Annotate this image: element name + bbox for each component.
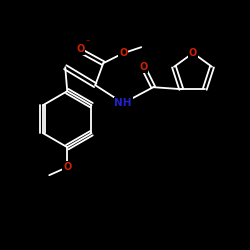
Text: O: O — [76, 44, 84, 54]
Text: NH: NH — [114, 98, 132, 108]
Text: O: O — [63, 162, 71, 172]
Text: O: O — [139, 62, 147, 72]
Text: O: O — [119, 48, 127, 58]
Text: O: O — [189, 48, 197, 58]
Text: ⁻: ⁻ — [85, 38, 89, 47]
